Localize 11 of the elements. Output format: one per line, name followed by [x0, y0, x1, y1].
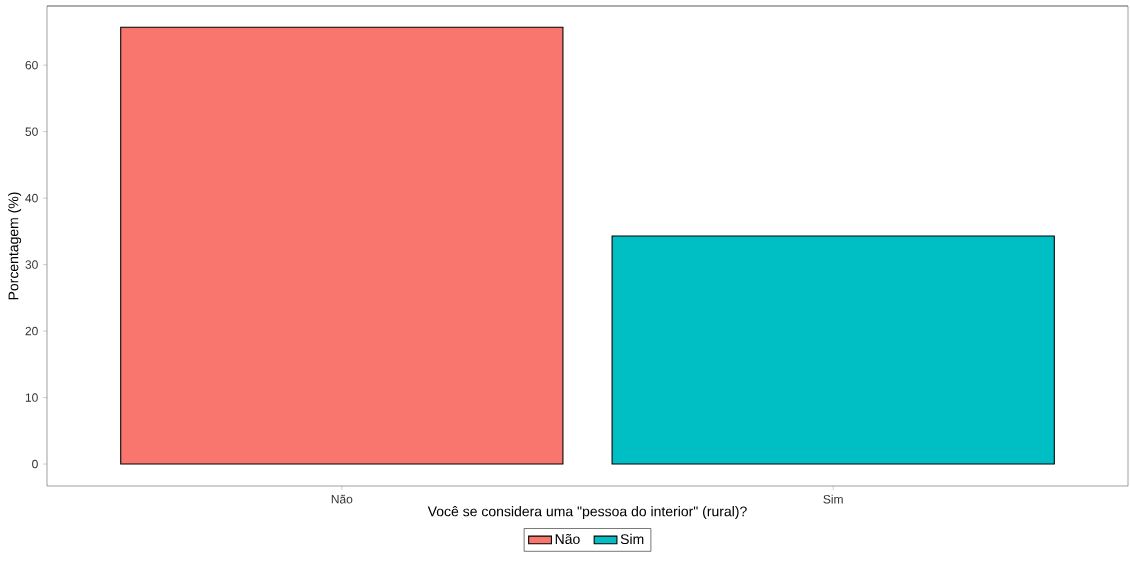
y-tick-label: 30 [25, 260, 38, 269]
y-tick-label: 60 [25, 60, 38, 70]
legend-label: Sim [620, 533, 644, 545]
y-tick-label: 0 [32, 459, 38, 469]
legend-label: Não [555, 533, 580, 545]
y-tick-label: 20 [25, 326, 38, 336]
y-tick-label: 40 [25, 193, 38, 203]
x-axis-title: Você se considera uma "pessoa do interior" (rural)? [427, 506, 747, 520]
y-tick-label: 50 [25, 127, 38, 136]
y-tick-label: 10 [25, 393, 38, 402]
y-axis-title: Porcentagem (%) [8, 192, 22, 300]
